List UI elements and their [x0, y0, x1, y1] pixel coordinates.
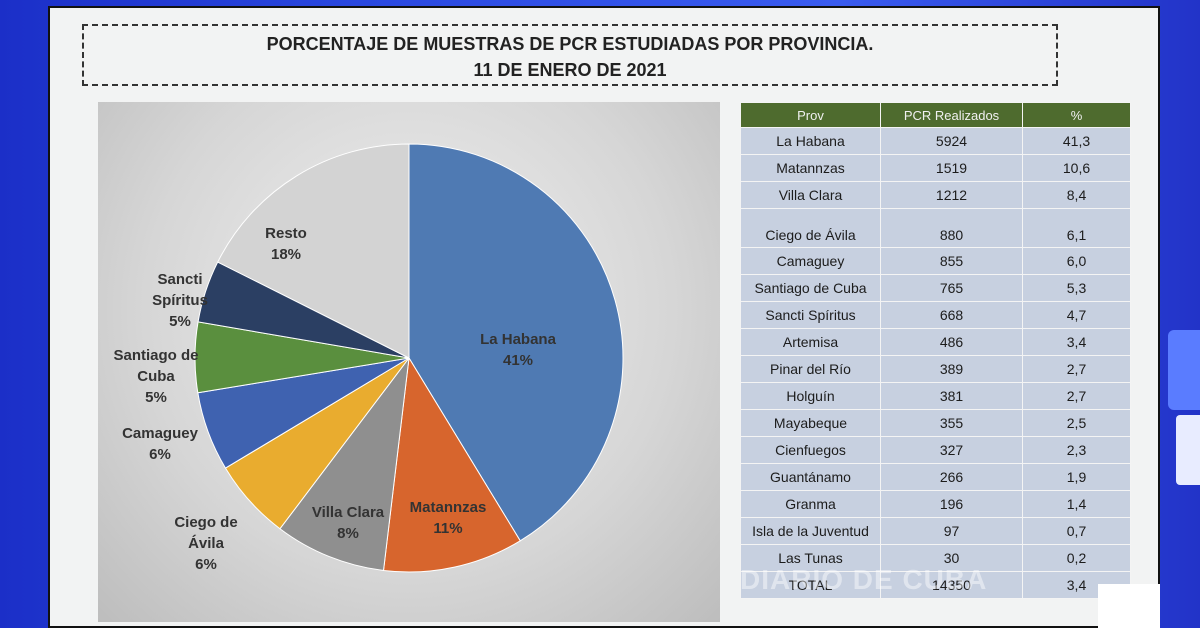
cell-prov: Las Tunas — [740, 544, 881, 572]
cell-prov: Sancti Spíritus — [740, 301, 881, 329]
slice-label: Villa Clara 8% — [312, 504, 385, 542]
chart-title: PORCENTAJE DE MUESTRAS DE PCR ESTUDIADAS… — [266, 34, 874, 54]
cell-pct: 8,4 — [1022, 181, 1131, 209]
cell-pct: 41,3 — [1022, 127, 1131, 155]
slice-label: Sancti Spíritus 5% — [152, 271, 208, 330]
cell-pct: 6,1 — [1022, 208, 1131, 248]
table-row: Artemisa 486 3,4 — [740, 328, 1131, 356]
pie-chart-panel: La Habana 41% Matannzas 11% Villa Clara 8% Cie… — [98, 102, 720, 622]
table-row: Cienfuegos 327 2,3 — [740, 436, 1131, 464]
cell-prov: Pinar del Río — [740, 355, 881, 383]
pie-slice-matannzas — [382, 356, 521, 573]
slice-label: Ciego de Ávila 6% — [174, 514, 237, 573]
cell-prov: Holguín — [740, 382, 881, 410]
cell-prov: La Habana — [740, 127, 881, 155]
cell-pct: 4,7 — [1022, 301, 1131, 329]
cell-prov: Villa Clara — [740, 181, 881, 209]
cell-pcr: 196 — [880, 490, 1023, 518]
cell-prov: Mayabeque — [740, 409, 881, 437]
slice-label: Camaguey 6% — [122, 425, 199, 463]
header-pcr: PCR Realizados — [880, 102, 1023, 128]
chart-title-box: PORCENTAJE DE MUESTRAS DE PCR ESTUDIADAS… — [82, 24, 1058, 86]
cell-pcr: 266 — [880, 463, 1023, 491]
pie-slice-resto — [217, 143, 410, 359]
slice-label: Matannzas 11% — [410, 499, 487, 537]
data-table-wrap: Prov PCR Realizados % La Habana 5924 41,3 M… — [740, 102, 1131, 622]
slice-label: Santiago de Cuba 5% — [113, 347, 198, 406]
table-row: Santiago de Cuba 765 5,3 — [740, 274, 1131, 302]
table-row: Holguín 381 2,7 — [740, 382, 1131, 410]
cell-pcr: 355 — [880, 409, 1023, 437]
cell-pct: 6,0 — [1022, 247, 1131, 275]
pie-slice-villa-clara — [279, 356, 410, 572]
cell-pct: 5,3 — [1022, 274, 1131, 302]
table-row: Granma 196 1,4 — [740, 490, 1131, 518]
table-row: Matannzas 1519 10,6 — [740, 154, 1131, 182]
cell-prov: Camaguey — [740, 247, 881, 275]
cell-prov: Cienfuegos — [740, 436, 881, 464]
pie-chart: La Habana 41% Matannzas 11% Villa Clara 8% Cie… — [113, 143, 624, 573]
cell-prov: Santiago de Cuba — [740, 274, 881, 302]
cell-pcr: 1212 — [880, 181, 1023, 209]
cell-pct: 3,4 — [1022, 328, 1131, 356]
cell-pcr: 14350 — [880, 571, 1023, 599]
cell-pct: 1,9 — [1022, 463, 1131, 491]
cell-pcr: 381 — [880, 382, 1023, 410]
header-prov: Prov — [740, 102, 881, 128]
cell-prov: Granma — [740, 490, 881, 518]
cell-pcr: 668 — [880, 301, 1023, 329]
pcr-table: Prov PCR Realizados % La Habana 5924 41,3 M… — [740, 102, 1131, 599]
table-row: Las Tunas 30 0,2 — [740, 544, 1131, 572]
cell-pcr: 1519 — [880, 154, 1023, 182]
cell-pct: 2,5 — [1022, 409, 1131, 437]
corner-block — [1098, 584, 1160, 628]
table-body: La Habana 5924 41,3 Matannzas 1519 10,6 Villa … — [740, 127, 1131, 599]
slice-label: La Habana 41% — [480, 331, 557, 369]
cell-pcr: 765 — [880, 274, 1023, 302]
cell-prov: TOTAL — [740, 571, 881, 599]
header-pct: % — [1022, 102, 1131, 128]
cell-pct: 0,7 — [1022, 517, 1131, 545]
table-row: Ciego de Ávila 880 6,1 — [740, 208, 1131, 248]
table-header-row: Prov PCR Realizados % — [740, 102, 1131, 128]
table-row: Pinar del Río 389 2,7 — [740, 355, 1131, 383]
table-row: Camaguey 855 6,0 — [740, 247, 1131, 275]
pie-slice-la-habana — [408, 143, 624, 542]
table-total-row: TOTAL 14350 3,4 — [740, 571, 1131, 599]
cell-pcr: 486 — [880, 328, 1023, 356]
slide-frame: PORCENTAJE DE MUESTRAS DE PCR ESTUDIADAS… — [48, 6, 1160, 628]
slice-label: Resto 18% — [265, 225, 307, 263]
cell-prov: Matannzas — [740, 154, 881, 182]
deco-shape — [1168, 330, 1200, 410]
table-row: Villa Clara 1212 8,4 — [740, 181, 1131, 209]
cell-pct: 1,4 — [1022, 490, 1131, 518]
chart-date: 11 DE ENERO DE 2021 — [473, 60, 667, 80]
cell-prov: Guantánamo — [740, 463, 881, 491]
cell-pct: 2,7 — [1022, 355, 1131, 383]
table-row: Mayabeque 355 2,5 — [740, 409, 1131, 437]
cell-pcr: 855 — [880, 247, 1023, 275]
cell-pcr: 389 — [880, 355, 1023, 383]
cell-pcr: 97 — [880, 517, 1023, 545]
cell-prov: Isla de la Juventud — [740, 517, 881, 545]
cell-prov: Artemisa — [740, 328, 881, 356]
background-decoration — [1160, 0, 1200, 628]
cell-pct: 2,3 — [1022, 436, 1131, 464]
cell-prov: Ciego de Ávila — [740, 208, 881, 248]
cell-pct: 2,7 — [1022, 382, 1131, 410]
deco-shape — [1176, 415, 1200, 485]
cell-pcr: 880 — [880, 208, 1023, 248]
cell-pcr: 327 — [880, 436, 1023, 464]
cell-pct: 10,6 — [1022, 154, 1131, 182]
table-row: Sancti Spíritus 668 4,7 — [740, 301, 1131, 329]
cell-pcr: 5924 — [880, 127, 1023, 155]
table-row: La Habana 5924 41,3 — [740, 127, 1131, 155]
cell-pct: 0,2 — [1022, 544, 1131, 572]
table-row: Guantánamo 266 1,9 — [740, 463, 1131, 491]
cell-pcr: 30 — [880, 544, 1023, 572]
table-row: Isla de la Juventud 97 0,7 — [740, 517, 1131, 545]
